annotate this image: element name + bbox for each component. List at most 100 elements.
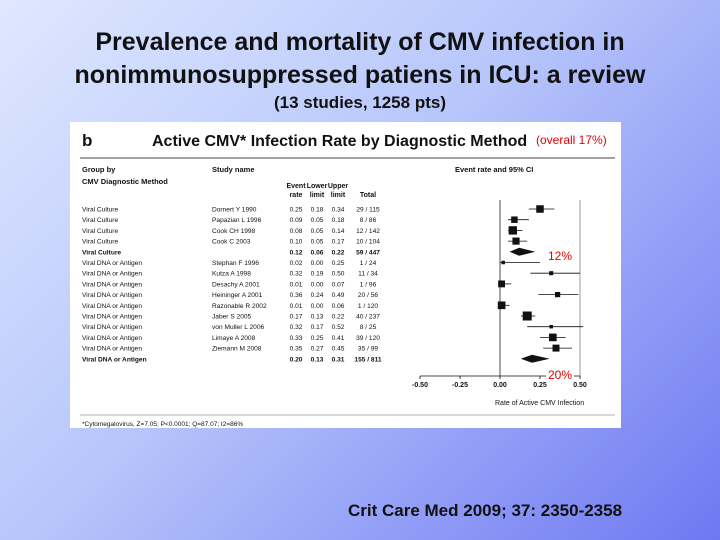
row-value: 0.00 bbox=[311, 303, 324, 310]
group-by-label: Group by bbox=[82, 165, 116, 174]
citation: Crit Care Med 2009; 37: 2350-2358 bbox=[348, 501, 623, 520]
row-study: Dornert Y 1990 bbox=[212, 207, 257, 214]
row-study: Ziemann M 2008 bbox=[212, 346, 262, 353]
row-group: Viral DNA or Antigen bbox=[82, 292, 142, 299]
row-total: 29 / 115 bbox=[356, 207, 380, 214]
row-value: 0.05 bbox=[311, 228, 324, 235]
row-value: 0.25 bbox=[311, 335, 324, 342]
row-study: Razonable R 2002 bbox=[212, 303, 267, 310]
row-study: Papazian L 1996 bbox=[212, 217, 262, 224]
stats-header: limit bbox=[310, 192, 325, 199]
row-total: 1 / 96 bbox=[360, 281, 377, 288]
point-estimate bbox=[501, 260, 505, 265]
x-axis-tick-label: 0.50 bbox=[573, 382, 587, 389]
row-value: 0.02 bbox=[290, 260, 303, 267]
forest-plot-svg: b Active CMV* Infection Rate by Diagnost… bbox=[80, 131, 615, 428]
row-group: Viral DNA or Antigen bbox=[82, 346, 142, 353]
row-value: 0.24 bbox=[311, 292, 324, 299]
row-value: 0.10 bbox=[290, 239, 303, 246]
row-value: 0.32 bbox=[290, 271, 303, 278]
x-axis-tick-label: -0.25 bbox=[452, 382, 468, 389]
row-group: Viral Culture bbox=[82, 239, 118, 246]
forest-plot-figure: b Active CMV* Infection Rate by Diagnost… bbox=[70, 122, 621, 428]
pooled-diamond bbox=[520, 354, 550, 363]
row-total: 59 / 447 bbox=[356, 249, 380, 256]
row-value: 0.09 bbox=[290, 217, 303, 224]
stats-header: Upper bbox=[328, 183, 349, 190]
row-value: 0.36 bbox=[290, 292, 303, 299]
row-value: 0.19 bbox=[311, 271, 324, 278]
row-value: 0.05 bbox=[311, 239, 324, 246]
row-study: Desachy A 2001 bbox=[212, 281, 260, 288]
forest-header: Event rate and 95% CI bbox=[455, 165, 533, 174]
point-estimate bbox=[548, 333, 557, 342]
row-value: 0.22 bbox=[332, 249, 345, 256]
overall-rate-callout: (overall 17%) bbox=[534, 133, 609, 147]
point-estimate bbox=[511, 216, 518, 223]
row-value: 0.32 bbox=[290, 324, 303, 331]
row-value: 0.01 bbox=[290, 303, 303, 310]
row-total: 20 / 56 bbox=[358, 292, 378, 299]
row-value: 0.34 bbox=[332, 207, 345, 214]
row-value: 0.49 bbox=[332, 292, 345, 299]
row-value: 0.12 bbox=[290, 249, 303, 256]
row-group: Viral Culture bbox=[82, 228, 118, 235]
row-value: 0.18 bbox=[311, 207, 324, 214]
row-value: 0.13 bbox=[311, 356, 324, 363]
point-estimate bbox=[536, 205, 544, 213]
row-value: 0.05 bbox=[311, 217, 324, 224]
row-study: Cook C 2003 bbox=[212, 239, 251, 246]
point-estimate bbox=[549, 271, 554, 276]
row-value: 0.00 bbox=[311, 260, 324, 267]
row-study: Limaye A 2008 bbox=[212, 335, 256, 342]
row-total: 1 / 120 bbox=[358, 303, 378, 310]
row-group: Viral DNA or Antigen bbox=[82, 271, 142, 278]
row-value: 0.35 bbox=[290, 346, 303, 353]
point-estimate bbox=[508, 226, 517, 235]
row-value: 0.31 bbox=[332, 356, 345, 363]
row-group: Viral Culture bbox=[82, 249, 121, 256]
stats-header: rate bbox=[290, 192, 303, 199]
panel-letter: b bbox=[82, 131, 92, 150]
axis-label: Rate of Active CMV Infection bbox=[495, 400, 584, 407]
row-value: 0.52 bbox=[332, 324, 345, 331]
row-group: Viral DNA or Antigen bbox=[82, 281, 142, 288]
row-total: 11 / 34 bbox=[358, 271, 378, 278]
group-by-value: CMV Diagnostic Method bbox=[82, 177, 168, 186]
slide-title: Prevalence and mortality of CMV infectio… bbox=[0, 26, 720, 92]
point-estimate bbox=[549, 324, 553, 329]
row-study: Cook CH 1998 bbox=[212, 228, 256, 235]
row-value: 0.01 bbox=[290, 281, 303, 288]
point-estimate bbox=[552, 344, 560, 352]
row-group: Viral DNA or Antigen bbox=[82, 324, 142, 331]
row-value: 0.17 bbox=[332, 239, 345, 246]
row-group: Viral DNA or Antigen bbox=[82, 260, 142, 267]
viral-culture-rate-callout: 12% bbox=[546, 249, 575, 263]
row-value: 0.14 bbox=[332, 228, 345, 235]
point-estimate bbox=[512, 237, 520, 245]
row-value: 0.17 bbox=[290, 314, 303, 321]
figure-heading: Active CMV* Infection Rate by Diagnostic… bbox=[152, 133, 527, 150]
row-group: Viral DNA or Antigen bbox=[82, 356, 147, 363]
row-study: von Muller L 2006 bbox=[212, 324, 265, 331]
slide-title-line-2: nonimmunosuppressed patiens in ICU: a re… bbox=[74, 61, 646, 89]
stats-header: limit bbox=[331, 192, 346, 199]
row-total: 39 / 120 bbox=[356, 335, 380, 342]
stats-header: Lower bbox=[307, 183, 328, 190]
row-value: 0.07 bbox=[332, 281, 345, 288]
row-value: 0.27 bbox=[311, 346, 324, 353]
row-group: Viral DNA or Antigen bbox=[82, 314, 142, 321]
row-total: 12 / 142 bbox=[356, 228, 380, 235]
row-study: Stephan F 1996 bbox=[212, 260, 259, 267]
row-value: 0.25 bbox=[332, 260, 345, 267]
row-value: 0.41 bbox=[332, 335, 345, 342]
x-axis-tick-label: 0.25 bbox=[533, 382, 547, 389]
point-estimate bbox=[522, 311, 532, 321]
stats-header: Total bbox=[360, 192, 376, 199]
row-value: 0.45 bbox=[332, 346, 345, 353]
point-estimate bbox=[498, 280, 506, 288]
row-value: 0.08 bbox=[290, 228, 303, 235]
footnote: *Cytomegalovirus, Z=7.05; P<0.0001; Q=87… bbox=[82, 421, 243, 428]
pooled-diamond bbox=[509, 247, 536, 256]
point-estimate bbox=[554, 291, 561, 298]
